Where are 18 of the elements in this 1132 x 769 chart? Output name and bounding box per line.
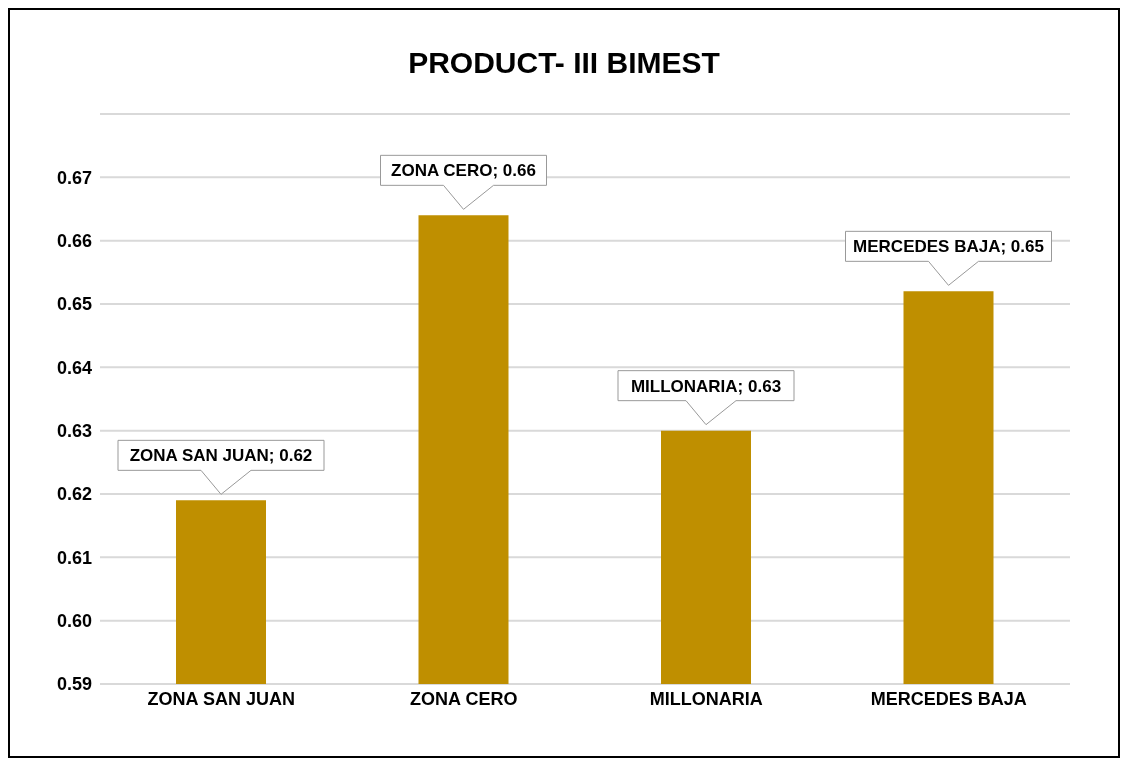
x-tick-label: ZONA SAN JUAN xyxy=(147,688,295,709)
y-tick-label: 0.65 xyxy=(56,294,92,315)
data-label: ZONA CERO; 0.66 xyxy=(391,161,536,181)
y-tick-label: 0.63 xyxy=(56,421,92,442)
y-tick-label: 0.61 xyxy=(56,547,92,568)
y-tick-label: 0.59 xyxy=(56,674,92,695)
x-tick-label: ZONA CERO xyxy=(410,688,518,709)
x-tick-label: MERCEDES BAJA xyxy=(870,688,1027,709)
data-label: ZONA SAN JUAN; 0.62 xyxy=(129,446,313,466)
y-tick-label: 0.60 xyxy=(56,611,92,632)
data-label: MERCEDES BAJA; 0.65 xyxy=(853,237,1044,257)
data-label: MILLONARIA; 0.63 xyxy=(630,376,782,396)
x-tick-label: MILLONARIA xyxy=(649,688,763,709)
y-tick-label: 0.64 xyxy=(56,357,92,378)
y-tick-label: 0.67 xyxy=(56,167,92,188)
y-tick-label: 0.66 xyxy=(56,231,92,252)
y-tick-label: 0.62 xyxy=(56,484,92,505)
chart-title: PRODUCT- III BIMEST xyxy=(407,46,721,81)
